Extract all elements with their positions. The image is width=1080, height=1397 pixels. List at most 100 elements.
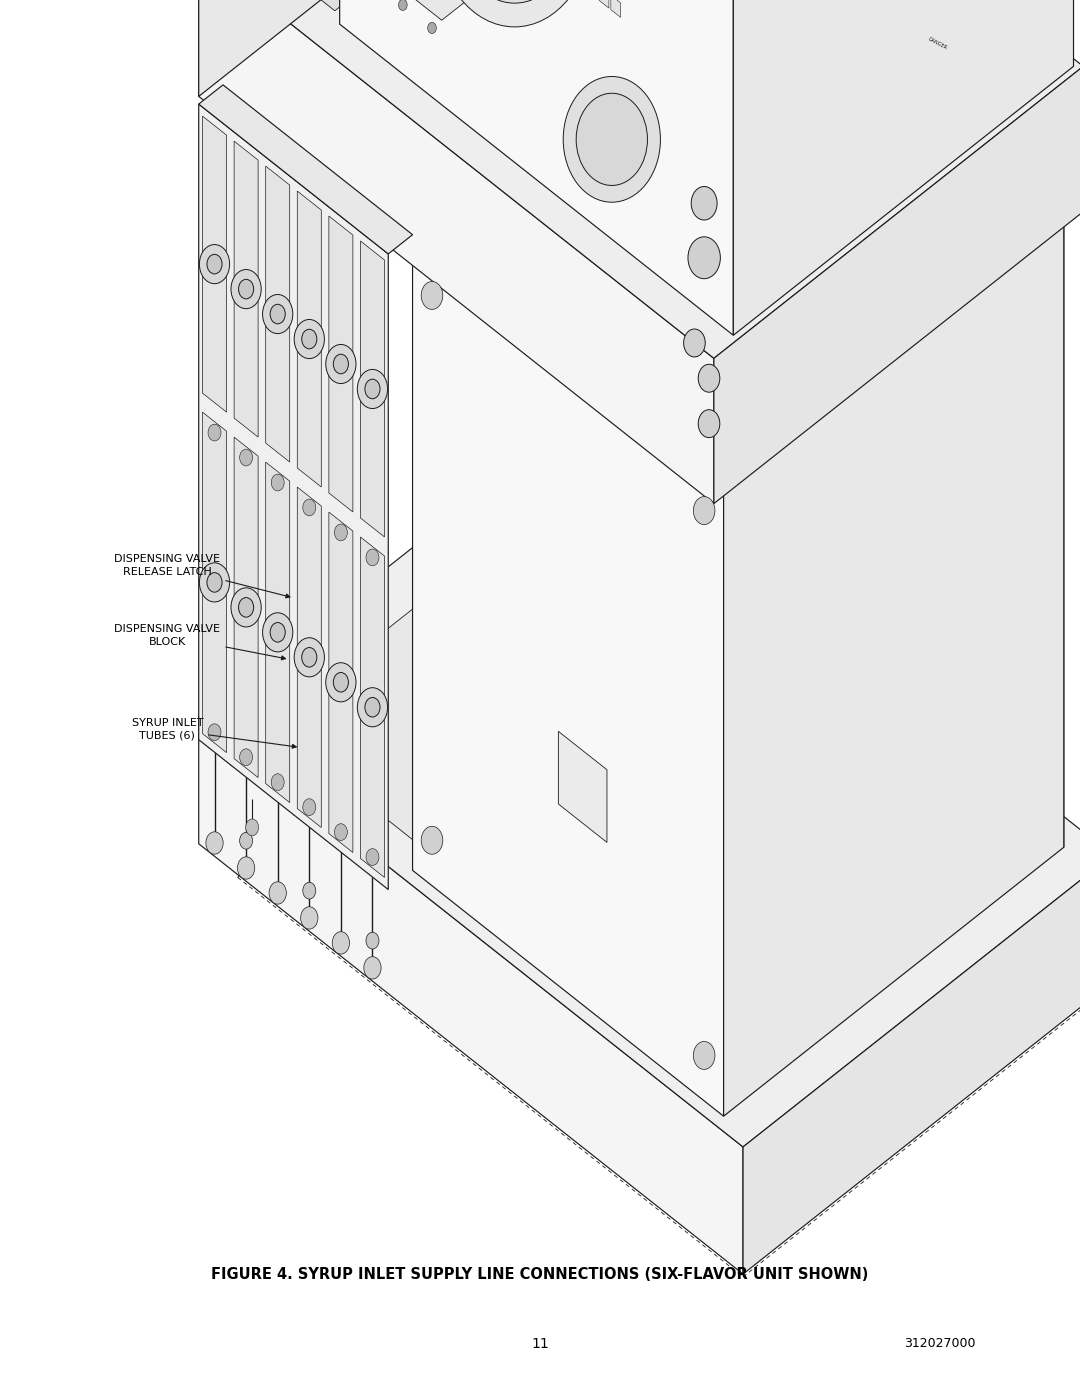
Polygon shape — [203, 412, 227, 753]
Circle shape — [364, 957, 381, 979]
Polygon shape — [199, 105, 389, 890]
Polygon shape — [329, 217, 353, 511]
Polygon shape — [199, 0, 1080, 359]
Polygon shape — [361, 242, 384, 536]
Text: DANGER: DANGER — [927, 36, 948, 50]
Circle shape — [699, 365, 719, 393]
Polygon shape — [422, 35, 490, 89]
Polygon shape — [743, 855, 1080, 1274]
Polygon shape — [199, 717, 743, 1274]
Circle shape — [200, 563, 230, 602]
Circle shape — [231, 588, 261, 627]
Polygon shape — [266, 166, 289, 462]
Polygon shape — [297, 488, 321, 827]
Circle shape — [208, 425, 221, 441]
Circle shape — [271, 774, 284, 791]
Circle shape — [271, 474, 284, 490]
Circle shape — [262, 613, 293, 652]
Circle shape — [326, 662, 356, 701]
Polygon shape — [234, 437, 258, 778]
Circle shape — [326, 345, 356, 384]
Circle shape — [200, 244, 230, 284]
Circle shape — [456, 0, 575, 3]
Circle shape — [239, 598, 254, 617]
Text: 11: 11 — [531, 1337, 549, 1351]
Circle shape — [240, 833, 253, 849]
Text: FIGURE 4. SYRUP INLET SUPPLY LINE CONNECTIONS (SIX-FLAVOR UNIT SHOWN): FIGURE 4. SYRUP INLET SUPPLY LINE CONNEC… — [212, 1267, 868, 1281]
Polygon shape — [599, 0, 609, 8]
Polygon shape — [315, 0, 500, 20]
Circle shape — [270, 623, 285, 643]
Circle shape — [302, 883, 315, 900]
Polygon shape — [234, 141, 258, 437]
Circle shape — [577, 94, 648, 186]
Polygon shape — [413, 235, 724, 1116]
Circle shape — [335, 524, 348, 541]
Polygon shape — [199, 425, 1080, 1147]
Circle shape — [366, 849, 379, 866]
Circle shape — [365, 697, 380, 717]
Circle shape — [294, 320, 324, 359]
Circle shape — [207, 573, 222, 592]
Circle shape — [428, 22, 436, 34]
Text: DISPENSING VALVE
RELEASE LATCH: DISPENSING VALVE RELEASE LATCH — [114, 555, 289, 598]
Circle shape — [301, 330, 316, 349]
Circle shape — [301, 648, 316, 668]
Circle shape — [421, 826, 443, 854]
Polygon shape — [733, 0, 1074, 335]
Circle shape — [357, 369, 388, 408]
Circle shape — [436, 0, 592, 27]
Circle shape — [269, 882, 286, 904]
Polygon shape — [724, 211, 1064, 1116]
Polygon shape — [203, 116, 227, 412]
Text: DISPENSING VALVE
BLOCK: DISPENSING VALVE BLOCK — [114, 624, 285, 659]
Polygon shape — [753, 0, 1064, 847]
Polygon shape — [329, 513, 353, 852]
Text: SYRUP INLET
TUBES (6): SYRUP INLET TUBES (6) — [132, 718, 296, 749]
Circle shape — [366, 549, 379, 566]
Polygon shape — [266, 462, 289, 802]
Polygon shape — [714, 67, 1080, 503]
Circle shape — [300, 907, 318, 929]
Circle shape — [238, 856, 255, 879]
Circle shape — [564, 77, 661, 203]
Circle shape — [208, 724, 221, 740]
Text: 312027000: 312027000 — [904, 1337, 975, 1351]
Polygon shape — [413, 0, 1064, 481]
Polygon shape — [558, 732, 607, 842]
Circle shape — [421, 281, 443, 309]
Circle shape — [334, 355, 349, 374]
Polygon shape — [267, 478, 1044, 1092]
Circle shape — [246, 819, 259, 835]
Circle shape — [357, 687, 388, 726]
Circle shape — [302, 499, 315, 515]
Polygon shape — [247, 0, 403, 11]
Circle shape — [691, 186, 717, 219]
Circle shape — [334, 672, 349, 692]
Circle shape — [365, 379, 380, 398]
Circle shape — [239, 279, 254, 299]
Polygon shape — [340, 0, 733, 335]
Polygon shape — [199, 85, 413, 254]
Circle shape — [231, 270, 261, 309]
Circle shape — [262, 295, 293, 334]
Polygon shape — [297, 191, 321, 488]
Circle shape — [207, 254, 222, 274]
Circle shape — [699, 409, 719, 437]
Circle shape — [240, 450, 253, 467]
Circle shape — [684, 330, 705, 358]
Circle shape — [688, 237, 720, 279]
Polygon shape — [199, 0, 568, 96]
Circle shape — [333, 932, 350, 954]
Circle shape — [399, 0, 407, 11]
Polygon shape — [361, 536, 384, 877]
Circle shape — [240, 749, 253, 766]
Polygon shape — [199, 0, 714, 503]
Circle shape — [270, 305, 285, 324]
Circle shape — [366, 932, 379, 949]
Polygon shape — [611, 0, 621, 17]
Circle shape — [302, 799, 315, 816]
Circle shape — [693, 496, 715, 525]
Circle shape — [693, 1042, 715, 1070]
Circle shape — [335, 824, 348, 841]
